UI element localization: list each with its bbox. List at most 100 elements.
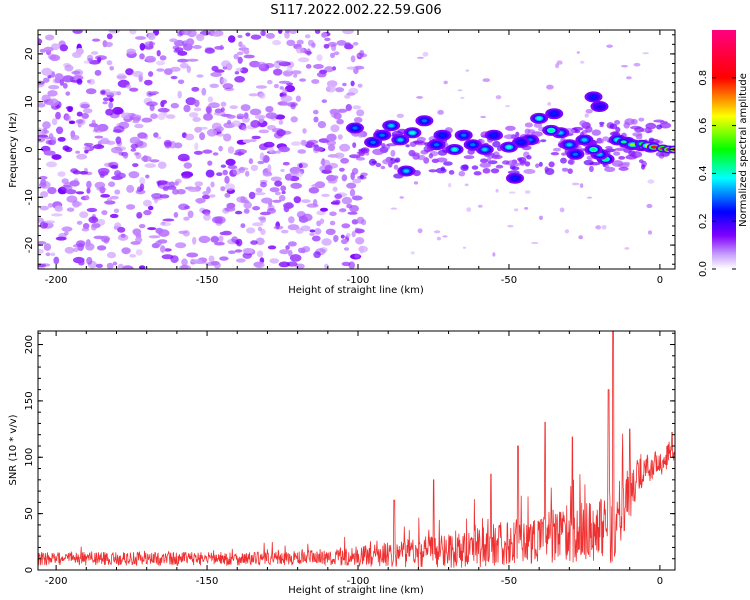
noise-blob — [46, 161, 57, 168]
noise-blob — [209, 83, 219, 89]
noise-blob — [88, 216, 99, 224]
noise-blob — [413, 181, 419, 185]
noise-blob — [156, 50, 161, 57]
snr-panel: -200 -150 -100 -50 0 0 50 100 150 200 Height of s… — [8, 330, 676, 596]
signal-haze — [349, 154, 361, 159]
noise-blob — [205, 105, 212, 114]
noise-blob — [277, 30, 283, 34]
noise-blob — [183, 216, 190, 221]
noise-blob — [107, 251, 116, 259]
noise-blob — [223, 133, 232, 142]
noise-blob — [45, 252, 51, 257]
signal-haze — [602, 136, 610, 142]
spectrogram-noise — [38, 30, 655, 269]
noise-blob — [97, 123, 109, 132]
noise-blob — [132, 163, 139, 168]
noise-blob — [135, 249, 143, 256]
noise-blob — [324, 164, 333, 172]
noise-blob — [54, 73, 64, 81]
signal-haze — [394, 157, 401, 163]
noise-blob — [186, 252, 199, 258]
noise-blob — [457, 89, 463, 92]
noise-blob — [105, 108, 114, 116]
signal-haze — [538, 161, 543, 167]
signal-haze — [524, 128, 531, 135]
noise-blob — [477, 204, 483, 208]
noise-blob — [75, 191, 85, 195]
noise-blob — [341, 223, 351, 229]
noise-blob — [163, 248, 172, 252]
noise-blob — [112, 261, 118, 266]
noise-blob — [208, 255, 215, 263]
signal-haze — [448, 170, 455, 175]
noise-blob — [181, 30, 192, 36]
signal-haze — [533, 122, 543, 128]
noise-blob — [134, 123, 144, 129]
signal-haze — [443, 161, 453, 166]
signal-haze — [428, 169, 437, 173]
noise-blob — [106, 33, 113, 40]
noise-blob — [156, 60, 165, 66]
noise-blob — [355, 157, 366, 161]
signal-haze — [515, 131, 520, 138]
noise-blob — [156, 136, 162, 140]
noise-blob — [351, 219, 359, 225]
noise-blob — [250, 120, 261, 128]
noise-blob — [580, 60, 585, 64]
noise-blob — [290, 116, 298, 123]
noise-blob — [330, 124, 340, 133]
signal-haze — [613, 151, 621, 156]
noise-blob — [109, 66, 114, 71]
noise-blob — [222, 169, 228, 176]
noise-blob — [206, 128, 218, 137]
signal-haze — [505, 125, 516, 131]
noise-blob — [257, 160, 265, 165]
figure-title: S117.2022.002.22.59.G06 — [270, 3, 441, 18]
y-tick-label: 0 — [24, 567, 35, 573]
noise-blob — [236, 238, 243, 247]
noise-blob — [307, 139, 319, 145]
noise-blob — [311, 183, 324, 188]
noise-blob — [76, 240, 86, 248]
noise-blob — [321, 99, 327, 103]
noise-blob — [530, 241, 539, 245]
noise-blob — [296, 211, 306, 219]
noise-blob — [117, 263, 125, 269]
noise-blob — [646, 203, 653, 209]
noise-blob — [183, 104, 191, 113]
signal-haze — [380, 165, 386, 170]
noise-blob — [210, 236, 220, 243]
signal-haze — [458, 171, 466, 177]
noise-blob — [192, 117, 201, 122]
noise-blob — [130, 143, 138, 149]
signal-haze — [492, 140, 501, 148]
signal-haze — [482, 168, 491, 174]
signal-haze — [641, 164, 646, 170]
noise-blob — [38, 103, 46, 108]
noise-blob — [281, 229, 289, 234]
noise-blob — [248, 158, 254, 165]
signal-haze — [524, 161, 531, 167]
colorbar-scale — [712, 30, 736, 269]
noise-blob — [156, 180, 168, 185]
noise-blob — [318, 138, 330, 144]
noise-blob — [302, 141, 307, 145]
signal-haze — [614, 120, 621, 125]
noise-blob — [259, 217, 266, 223]
noise-blob — [62, 145, 70, 151]
noise-blob — [254, 114, 266, 120]
noise-blob — [274, 191, 281, 196]
noise-blob — [290, 103, 296, 110]
noise-blob — [114, 189, 121, 195]
noise-blob — [203, 113, 213, 121]
noise-blob — [339, 167, 345, 172]
signal-haze — [471, 165, 479, 170]
noise-blob — [194, 99, 200, 108]
noise-blob — [327, 144, 336, 152]
noise-blob — [65, 91, 71, 96]
noise-blob — [311, 235, 321, 242]
noise-blob — [584, 113, 589, 118]
noise-blob — [86, 54, 94, 62]
noise-blob — [280, 185, 287, 192]
noise-blob — [220, 186, 226, 192]
